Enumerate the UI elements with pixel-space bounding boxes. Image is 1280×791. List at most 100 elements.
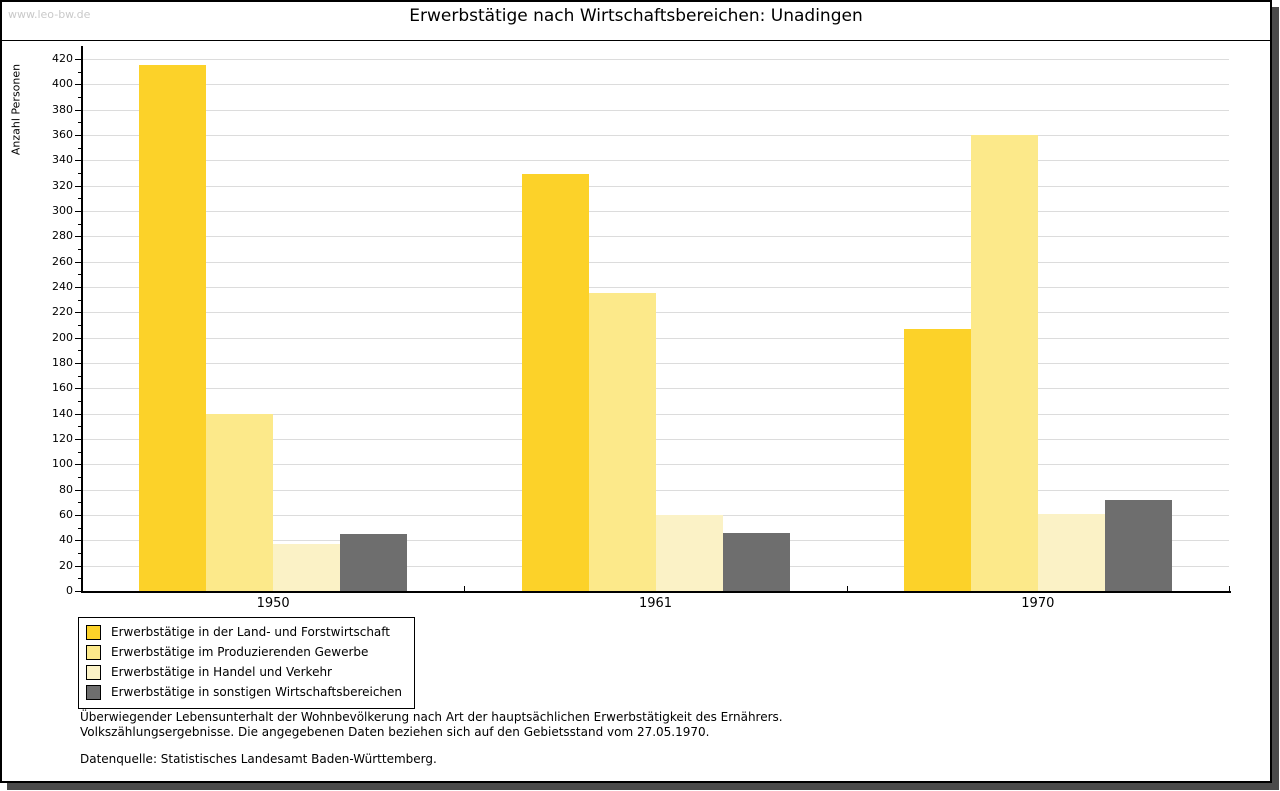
y-tick-label: 280 <box>52 229 73 243</box>
gridline <box>82 363 1229 364</box>
bar-1970-s1 <box>903 328 971 591</box>
y-tick-label: 160 <box>52 381 73 395</box>
y-major-tick <box>75 464 82 466</box>
legend: Erwerbstätige in der Land- und Forstwirt… <box>78 617 416 709</box>
y-minor-tick <box>78 147 82 149</box>
y-minor-tick <box>78 122 82 124</box>
bar-1950-s2 <box>206 413 274 591</box>
y-tick-label: 400 <box>52 77 73 91</box>
y-axis-line <box>81 46 83 593</box>
y-major-tick <box>75 413 82 415</box>
y-tick-label: 420 <box>52 52 73 65</box>
y-major-tick <box>75 388 82 390</box>
y-major-tick <box>75 439 82 440</box>
y-major-tick <box>75 312 82 314</box>
footnote-line2: Volkszählungsergebnisse. Die angegebenen… <box>80 725 710 739</box>
bar-1950-s4 <box>340 534 408 591</box>
legend-label: Erwerbstätige im Produzierenden Gewerbe <box>111 645 369 659</box>
header-divider <box>2 40 1270 41</box>
y-major-tick <box>75 160 82 162</box>
y-major-tick <box>75 261 82 263</box>
y-tick-label: 340 <box>52 153 73 167</box>
x-boundary-tick <box>1229 586 1230 591</box>
gridline <box>82 211 1229 212</box>
y-tick-label: 200 <box>52 330 73 344</box>
y-minor-tick <box>78 223 82 225</box>
gridline <box>82 337 1229 339</box>
y-minor-tick <box>78 375 82 377</box>
gridline <box>82 439 1229 440</box>
gridline <box>82 84 1229 86</box>
x-axis-line <box>81 591 1231 593</box>
bar-1950-s3 <box>273 544 341 591</box>
watermark: www.leo-bw.de <box>8 8 91 21</box>
y-minor-tick <box>78 477 82 478</box>
x-boundary-tick <box>464 586 466 591</box>
legend-swatch <box>86 644 101 660</box>
y-minor-tick <box>78 71 82 73</box>
gridline <box>82 413 1229 415</box>
y-tick-label: 100 <box>52 457 73 471</box>
x-boundary-tick <box>846 586 848 591</box>
x-category-label: 1970 <box>1021 596 1055 611</box>
gridline <box>82 160 1229 162</box>
y-minor-tick <box>78 426 82 428</box>
y-major-tick <box>75 591 82 592</box>
legend-label: Erwerbstätige in sonstigen Wirtschaftsbe… <box>111 685 403 699</box>
y-minor-tick <box>78 299 82 301</box>
legend-swatch <box>86 664 101 680</box>
y-major-tick <box>75 84 82 86</box>
bar-1970-s4 <box>1104 499 1172 591</box>
y-tick-label: 360 <box>52 128 73 141</box>
y-tick-label: 220 <box>52 305 73 319</box>
footnote-line1: Überwiegender Lebensunterhalt der Wohnbe… <box>80 710 783 724</box>
y-minor-tick <box>78 350 82 352</box>
y-minor-tick <box>78 325 82 326</box>
y-minor-tick <box>78 173 82 174</box>
y-tick-label: 60 <box>59 508 73 521</box>
y-axis-title: Anzahl Personen <box>9 63 23 156</box>
gridline <box>82 59 1229 60</box>
gridline <box>82 236 1229 238</box>
data-source: Datenquelle: Statistisches Landesamt Bad… <box>80 752 437 766</box>
y-minor-tick <box>78 502 82 504</box>
legend-item: Erwerbstätige in sonstigen Wirtschaftsbe… <box>86 682 402 702</box>
y-minor-tick <box>78 578 82 580</box>
y-minor-tick <box>78 401 82 402</box>
y-major-tick <box>75 185 82 187</box>
y-major-tick <box>75 489 82 491</box>
y-major-tick <box>75 59 82 60</box>
gridline <box>82 109 1229 111</box>
bar-1961-s1 <box>521 174 589 591</box>
legend-item: Erwerbstätige in der Land- und Forstwirt… <box>86 622 402 642</box>
y-tick-label: 20 <box>59 558 73 572</box>
bar-1961-s4 <box>722 532 790 591</box>
legend-label: Erwerbstätige in Handel und Verkehr <box>111 665 332 679</box>
legend-item: Erwerbstätige im Produzierenden Gewerbe <box>86 642 402 662</box>
y-major-tick <box>75 109 82 111</box>
gridline <box>82 489 1229 491</box>
y-major-tick <box>75 540 82 542</box>
y-tick-label: 80 <box>59 482 73 496</box>
y-tick-label: 0 <box>66 584 73 597</box>
y-tick-label: 180 <box>52 356 73 369</box>
y-minor-tick <box>78 249 82 250</box>
y-tick-label: 300 <box>52 204 73 217</box>
gridline <box>82 185 1229 187</box>
y-major-tick <box>75 236 82 238</box>
bar-1970-s2 <box>970 135 1038 591</box>
y-major-tick <box>75 565 82 567</box>
y-tick-label: 380 <box>52 102 73 116</box>
bar-1961-s3 <box>655 515 723 591</box>
y-major-tick <box>75 287 82 288</box>
gridline <box>82 135 1229 136</box>
y-minor-tick <box>78 97 82 98</box>
y-minor-tick <box>78 527 82 529</box>
x-category-label: 1961 <box>638 596 673 611</box>
y-minor-tick <box>78 553 82 554</box>
y-major-tick <box>75 135 82 136</box>
y-major-tick <box>75 363 82 364</box>
y-minor-tick <box>78 198 82 200</box>
